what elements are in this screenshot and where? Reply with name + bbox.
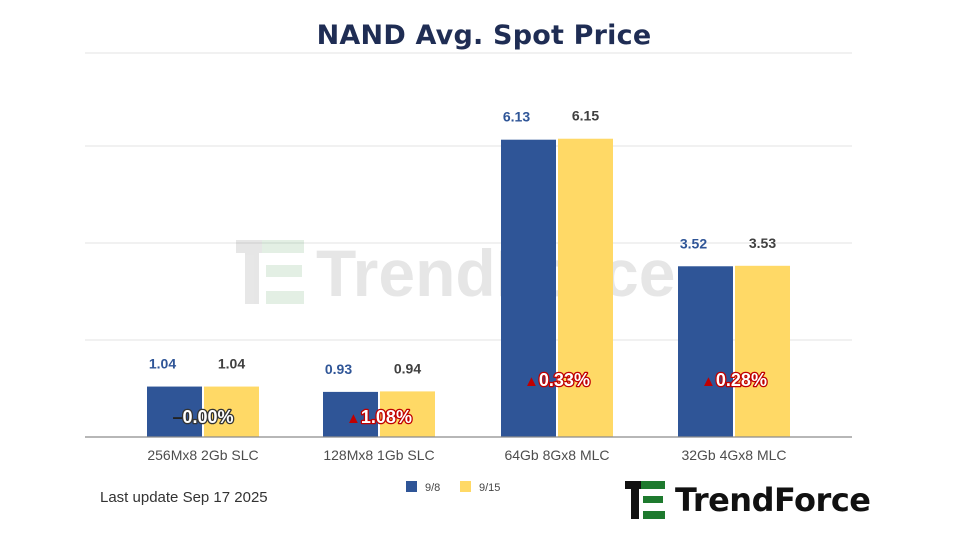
x-tick-label: 128Mx8 1Gb SLC (323, 447, 434, 463)
data-label: 0.94 (394, 360, 421, 376)
bar-series1 (501, 139, 556, 437)
bar-series2 (380, 391, 435, 437)
up-triangle-icon: ▲ (701, 373, 716, 390)
watermark-logo-part (266, 265, 302, 277)
bar-series2 (204, 386, 259, 437)
trendforce-logo-icon (625, 481, 665, 519)
brand-name: TrendForce (675, 481, 871, 519)
change-annotation: –0.00% (172, 407, 233, 427)
up-triangle-icon: ▲ (524, 373, 539, 390)
data-label: 6.13 (503, 109, 530, 125)
x-tick-label: 64Gb 8Gx8 MLC (504, 447, 609, 463)
x-tick-label: 256Mx8 2Gb SLC (147, 447, 258, 463)
change-annotation: ▲0.33% (524, 370, 590, 390)
legend-label: 9/15 (479, 482, 500, 494)
data-label: 0.93 (325, 361, 352, 377)
bar-series2 (735, 265, 790, 437)
up-triangle-icon: ▲ (346, 410, 361, 427)
change-percent: 1.08% (361, 407, 412, 427)
watermark-text: TrendForce (316, 236, 675, 310)
data-label: 3.52 (680, 235, 707, 251)
bar-series1 (147, 386, 202, 437)
change-annotation: ▲1.08% (346, 407, 412, 427)
dash-icon: – (172, 407, 182, 427)
watermark-logo-part (262, 240, 304, 253)
x-tick-label: 32Gb 4Gx8 MLC (681, 447, 786, 463)
legend-swatch (406, 481, 417, 492)
chart-title: NAND Avg. Spot Price (316, 20, 652, 51)
data-label: 1.04 (218, 356, 245, 372)
brand-logo: TrendForce (625, 479, 871, 521)
watermark-logo-part (236, 240, 266, 253)
change-percent: 0.00% (182, 407, 233, 427)
bar-series1 (678, 266, 733, 437)
trendforce-watermark: TrendForce (236, 236, 675, 310)
bar-series2 (558, 138, 613, 437)
watermark-logo-part (266, 291, 304, 304)
legend-label: 9/8 (425, 482, 440, 494)
legend-swatch (460, 481, 471, 492)
bar-series1 (323, 391, 378, 437)
data-label: 1.04 (149, 356, 176, 372)
change-percent: 0.28% (716, 370, 767, 390)
watermark-logo-part (245, 240, 259, 304)
change-annotation: ▲0.28% (701, 370, 767, 390)
change-percent: 0.33% (539, 370, 590, 390)
data-label: 6.15 (572, 108, 599, 124)
last-update-note: Last update Sep 17 2025 (100, 489, 268, 506)
data-label: 3.53 (749, 235, 776, 251)
